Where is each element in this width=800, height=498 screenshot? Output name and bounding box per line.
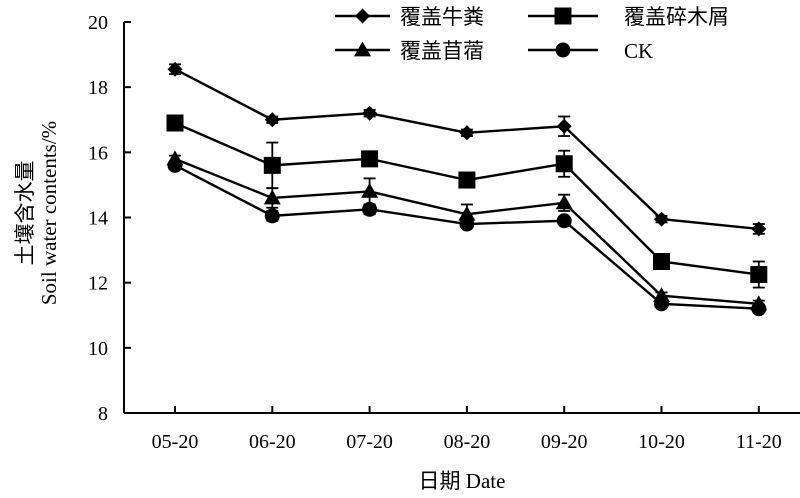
series-layer <box>166 61 768 317</box>
series-triangle <box>166 150 768 311</box>
x-tick-label: 10-20 <box>638 431 685 453</box>
x-tick-label: 08-20 <box>444 431 491 453</box>
data-point <box>750 266 768 284</box>
data-point <box>556 213 572 229</box>
y-axis-title-cn: 土壤含水量 <box>13 161 37 266</box>
data-point <box>167 61 183 77</box>
data-point <box>459 125 475 141</box>
data-point <box>459 216 475 232</box>
y-tick-label: 20 <box>88 12 108 34</box>
y-tick-label: 8 <box>98 403 108 425</box>
y-tick-label: 14 <box>88 208 108 230</box>
series-diamond <box>167 61 767 237</box>
y-tick-label: 12 <box>88 273 108 295</box>
data-point <box>458 171 476 189</box>
x-tick-label: 11-20 <box>736 431 782 453</box>
legend-marker <box>354 41 371 57</box>
data-point <box>361 182 379 198</box>
x-ticks: 05-20 06-20 07-20 08-20 09-20 10-20 11-20 <box>152 406 782 453</box>
x-tick-label: 05-20 <box>152 431 199 453</box>
data-point <box>263 189 281 205</box>
data-point <box>653 252 670 270</box>
y-ticks: 8 10 12 14 16 18 20 <box>88 12 131 425</box>
y-axis-title: 土壤含水量 Soil water contents/% <box>13 121 61 305</box>
data-point <box>264 112 280 128</box>
legend-label: 覆盖牛粪 <box>400 5 484 29</box>
data-point <box>361 150 379 168</box>
y-axis-title-en: Soil water contents/% <box>37 121 61 305</box>
legend-label: 覆盖碎木屑 <box>624 5 729 29</box>
data-point <box>751 301 767 317</box>
x-tick-label: 07-20 <box>346 431 393 453</box>
data-point <box>555 155 573 173</box>
legend-label: 覆盖苜蓿 <box>400 39 484 63</box>
series-square <box>166 114 768 289</box>
data-point <box>264 208 280 224</box>
y-tick-label: 16 <box>88 142 108 164</box>
legend-entry: 覆盖碎木屑 <box>528 5 729 29</box>
legend-label: CK <box>624 39 653 63</box>
legend-marker <box>355 8 370 24</box>
y-tick-label: 10 <box>88 338 108 360</box>
data-point <box>362 105 378 121</box>
data-point <box>263 156 281 174</box>
x-tick-label: 09-20 <box>541 431 588 453</box>
series-line <box>174 121 759 276</box>
data-point <box>654 296 669 312</box>
x-tick-label: 06-20 <box>249 431 296 453</box>
legend-entry: 覆盖苜蓿 <box>335 39 484 63</box>
legend-marker <box>555 42 571 58</box>
data-point <box>458 205 476 221</box>
legend-marker <box>554 7 572 25</box>
data-point <box>167 157 183 173</box>
legend-entry: CK <box>528 39 653 63</box>
data-point <box>654 211 669 227</box>
data-point <box>555 194 573 210</box>
data-point <box>751 221 767 237</box>
x-axis-title: 日期 Date <box>419 469 506 493</box>
legend-entry: 覆盖牛粪 <box>335 5 484 29</box>
data-point <box>556 118 572 134</box>
data-point <box>362 201 378 217</box>
y-tick-label: 18 <box>88 77 108 99</box>
series-circle <box>167 157 767 317</box>
data-point <box>166 114 184 132</box>
